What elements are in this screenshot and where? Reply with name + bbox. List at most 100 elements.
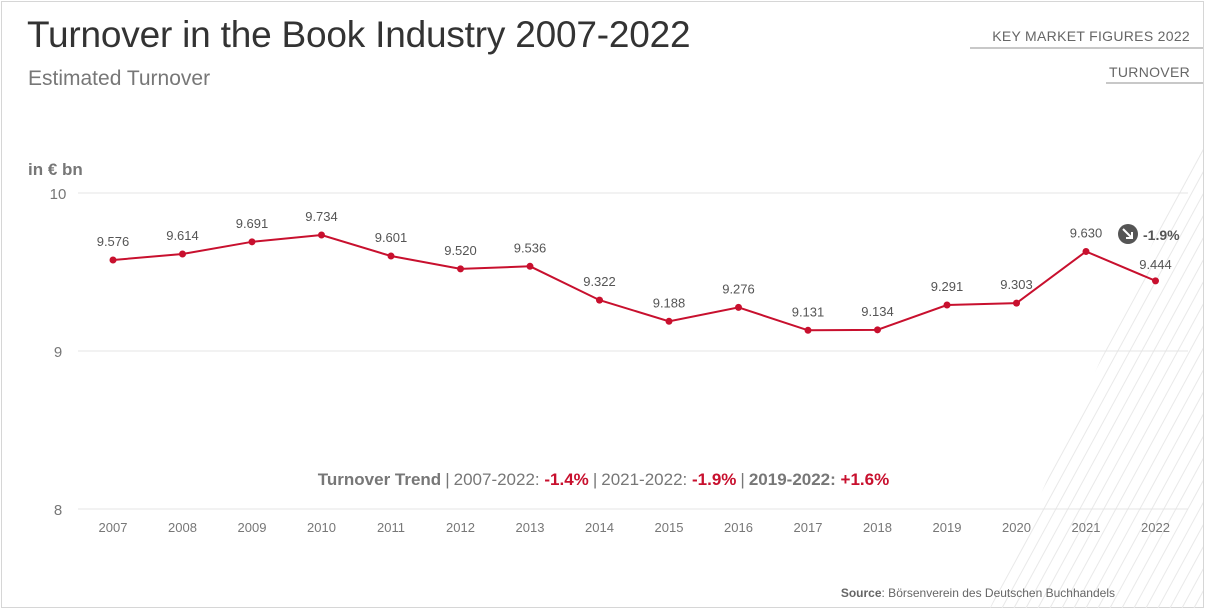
hatch-line	[1061, 130, 1203, 608]
data-point	[179, 250, 186, 258]
trend-separator: |	[740, 470, 745, 489]
hatch-line	[990, 130, 1203, 608]
hatch-line	[1073, 130, 1203, 608]
data-point	[457, 265, 464, 273]
x-tick-label: 2010	[307, 520, 336, 535]
data-label: 9.188	[653, 295, 686, 310]
hatch-line	[990, 130, 1071, 608]
x-tick-label: 2011	[377, 520, 405, 535]
hatch-line	[654, 130, 914, 608]
arrow-glyph	[1122, 228, 1133, 239]
data-point	[735, 303, 742, 311]
trend-period-2-label: 2021-2022:	[601, 470, 688, 489]
series-line	[112, 234, 1156, 332]
trend-period-2-value: -1.9%	[692, 470, 737, 489]
data-point	[526, 262, 534, 270]
data-point	[1013, 299, 1020, 307]
hatch-line	[642, 130, 902, 608]
data-label: 9.630	[1070, 225, 1103, 240]
data-point	[109, 256, 117, 264]
y-axis-ticks: 10 9 8	[50, 186, 67, 519]
data-label: 9.536	[514, 240, 547, 255]
hatch-line	[990, 130, 1155, 608]
hatch-line	[702, 130, 962, 608]
page-subtitle: Estimated Turnover	[28, 67, 211, 90]
page-title: Turnover in the Book Industry 2007-2022	[27, 14, 691, 55]
x-tick-label: 2021	[1072, 520, 1101, 535]
nav-key-market-figures-link[interactable]: KEY MARKET FIGURES 2022	[992, 28, 1190, 44]
data-label: 9.691	[236, 216, 269, 231]
x-tick-label: 2016	[724, 520, 753, 535]
hatch-line	[1013, 130, 1203, 608]
hatch-line	[1097, 130, 1203, 608]
data-label: 9.576	[97, 234, 130, 249]
hatch-line	[990, 130, 1047, 608]
trend-period-3-value: +1.6%	[840, 470, 890, 489]
x-tick-label: 2013	[516, 520, 545, 535]
hatch-line	[990, 130, 1203, 608]
change-badge: -1.9%	[1118, 224, 1180, 244]
hatch-line	[678, 130, 938, 608]
decorative-hatch	[630, 130, 1203, 608]
y-tick-label: 9	[54, 344, 62, 361]
data-point	[318, 231, 325, 239]
hatch-line	[690, 130, 950, 608]
y-tick-label: 8	[54, 502, 62, 519]
x-tick-label: 2008	[168, 520, 197, 535]
chart-grid	[78, 192, 1188, 510]
x-axis-ticks: 2007 2008 2009 2010 2011 2012 2013 2014 2015 2016…	[99, 520, 1170, 535]
data-point	[1082, 247, 1090, 255]
data-point	[248, 238, 256, 246]
y-axis-label: in € bn	[28, 160, 83, 179]
hatch-line	[990, 130, 1203, 608]
data-point	[1152, 277, 1159, 285]
source-text: : Börsenverein des Deutschen Buchhandels	[881, 586, 1115, 600]
hatch-line	[990, 130, 1095, 608]
source-note: Source: Börsenverein des Deutschen Buchh…	[841, 586, 1115, 600]
data-label: 9.131	[792, 304, 825, 319]
trend-period-1-label: 2007-2022:	[453, 470, 540, 489]
data-point	[874, 326, 881, 334]
hatch-line	[630, 130, 890, 608]
hatch-line	[990, 130, 1083, 608]
trend-period-1-value: -1.4%	[544, 470, 589, 489]
data-label: 9.291	[931, 279, 964, 294]
hatch-line	[726, 130, 986, 608]
data-points	[109, 231, 1159, 334]
hatch-line	[990, 130, 1203, 608]
data-point	[943, 301, 951, 309]
trend-period-3-label: 2019-2022:	[748, 470, 836, 489]
hatch-line	[1181, 130, 1203, 608]
trend-label: Turnover Trend	[317, 470, 442, 489]
data-point	[596, 296, 603, 304]
hatch-line	[1193, 130, 1203, 608]
x-tick-label: 2007	[99, 520, 128, 535]
x-tick-label: 2017	[794, 520, 823, 535]
hatch-line	[990, 130, 1131, 608]
source-label: Source	[840, 586, 882, 600]
hatch-line	[990, 130, 1023, 608]
data-label: 9.614	[166, 228, 199, 243]
hatch-line	[1037, 130, 1203, 608]
nav-divider	[1106, 82, 1203, 84]
hatch-line	[990, 130, 1143, 608]
data-labels: 9.576 9.614 9.691 9.734 9.601 9.520 9.536 9.322…	[97, 209, 1172, 319]
data-point	[665, 317, 673, 325]
data-label: 9.276	[722, 281, 755, 296]
data-label: 9.134	[861, 304, 894, 319]
nav-turnover-link[interactable]: TURNOVER	[1109, 64, 1190, 80]
data-label: 9.444	[1139, 257, 1172, 272]
turnover-trend-summary: Turnover Trend | 2007-2022: -1.4% | 2021-202…	[0, 470, 1207, 490]
data-label: 9.322	[583, 274, 616, 289]
hatch-line	[1145, 130, 1203, 608]
hatch-line	[990, 130, 1035, 608]
trend-separator: |	[445, 470, 450, 489]
x-tick-label: 2015	[655, 520, 684, 535]
hatch-line	[990, 130, 1107, 608]
trend-separator: |	[592, 470, 598, 489]
x-tick-label: 2022	[1141, 520, 1170, 535]
x-tick-label: 2014	[585, 520, 614, 535]
hatch-line	[1049, 130, 1203, 608]
x-tick-label: 2012	[446, 520, 475, 535]
